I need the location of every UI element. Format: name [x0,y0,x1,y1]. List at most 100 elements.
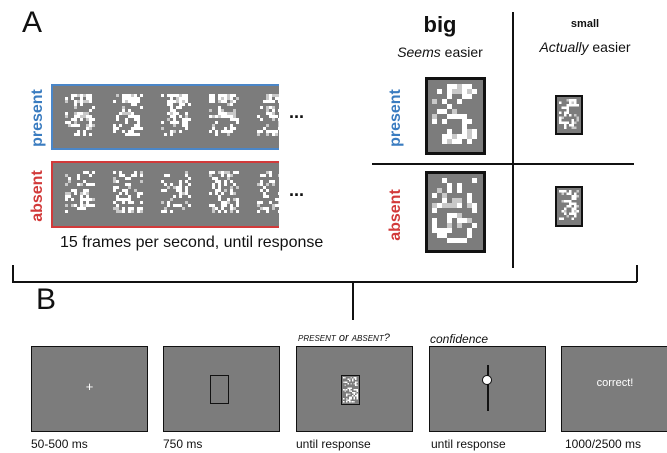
fixation-screen: + [31,346,148,432]
noise-pixel [86,124,89,127]
noise-pixel [86,118,89,121]
noise-pixel [134,118,137,121]
noise-pixel [170,130,173,133]
noise-pixel [275,204,278,207]
absent-frames [65,171,279,213]
noise-pixel [349,401,351,403]
big-subtitle-italic: Seems [397,44,441,60]
noise-pixel [224,189,227,192]
noise-pixel [167,186,170,189]
noise-pixel [462,119,467,124]
noise-pixel [68,121,71,124]
noise-pixel [278,97,279,100]
noise-pixel [452,203,457,208]
noise-pixel [442,193,447,198]
noise-pixel [137,207,140,210]
noise-pixel [457,238,462,243]
noise-pixel [80,94,83,97]
placeholder-screen [163,346,280,432]
noise-pixel [212,186,215,189]
noise-pixel [221,115,224,118]
noise-pixel [442,198,447,203]
noise-pixel [185,127,188,130]
noise-pixel [467,233,472,238]
noise-pixel [209,204,212,207]
noise-pixel [355,378,357,380]
present-frame-strip [51,84,279,150]
noise-pixel [266,106,269,109]
panel-b-label: B [36,283,57,316]
noise-pixel [173,118,176,121]
noise-pixel [215,192,218,195]
noise-pixel [260,118,263,121]
noise-pixel [569,104,572,107]
noise-pixel [83,192,86,195]
noise-pixel [116,180,119,183]
noise-pixel [167,94,170,97]
noise-pixel [467,94,472,99]
noise-pixel [179,192,182,195]
small-column-header: small Actually easier [525,18,645,55]
big-subtitle: Seems easier [385,44,495,60]
noise-pixel [92,171,95,174]
noise-pixel [564,114,567,117]
noise-pixel [131,133,134,136]
noise-pixel [432,114,437,119]
noise-pixel [233,112,236,115]
noise-pixel [89,115,92,118]
big-present-stimulus [425,77,486,155]
noise-pixel [452,134,457,139]
noise-pixel [83,198,86,201]
noise-pixel [227,174,230,177]
noise-pixel [230,207,233,210]
noise-pixel [173,100,176,103]
noise-pixel [224,130,227,133]
noise-pixel [260,180,263,183]
noise-pixel [137,118,140,121]
noise-pixel [574,205,577,208]
noise-pixel [355,392,357,394]
noise-pixel [566,99,569,102]
noise-pixel [233,192,236,195]
noise-pixel [86,195,89,198]
noise-pixel [447,104,452,109]
noise-pixel [68,192,71,195]
noise-pixel [278,201,279,204]
noise-pixel [260,130,263,133]
noise-pixel [209,174,212,177]
noise-pixel [140,127,143,130]
noise-pixel [140,174,143,177]
noise-pixel [161,189,164,192]
noise-pixel [185,192,188,195]
small-subtitle-rest: easier [588,39,631,55]
noise-pixel [266,97,269,100]
noise-pixel [566,205,569,208]
noise-pixel [355,384,357,386]
noise-pixel [71,97,74,100]
noise-pixel [86,204,89,207]
noise-pixel [209,109,212,112]
noise-pixel [173,109,176,112]
noise-pixel [137,97,140,100]
noise-pixel [230,189,233,192]
noise-pixel [80,195,83,198]
noise-pixel [179,100,182,103]
noise-pixel [566,111,569,114]
noise-pixel [472,129,477,134]
noise-pixel [77,100,80,103]
noise-pixel [355,381,357,383]
noise-pixel [209,97,212,100]
noise-pixel [352,395,354,397]
noise-pixel [457,213,462,218]
noise-pixel [77,94,80,97]
noise-pixel [260,106,263,109]
noise-pixel [80,97,83,100]
noise-pixel [352,378,354,380]
noise-pixel [275,198,278,201]
noise-pixel [233,207,236,210]
noise-pixel [350,396,352,398]
noise-pixel [571,210,574,213]
noise-pixel [215,177,218,180]
noise-pixel [176,204,179,207]
noise-pixel [65,192,68,195]
